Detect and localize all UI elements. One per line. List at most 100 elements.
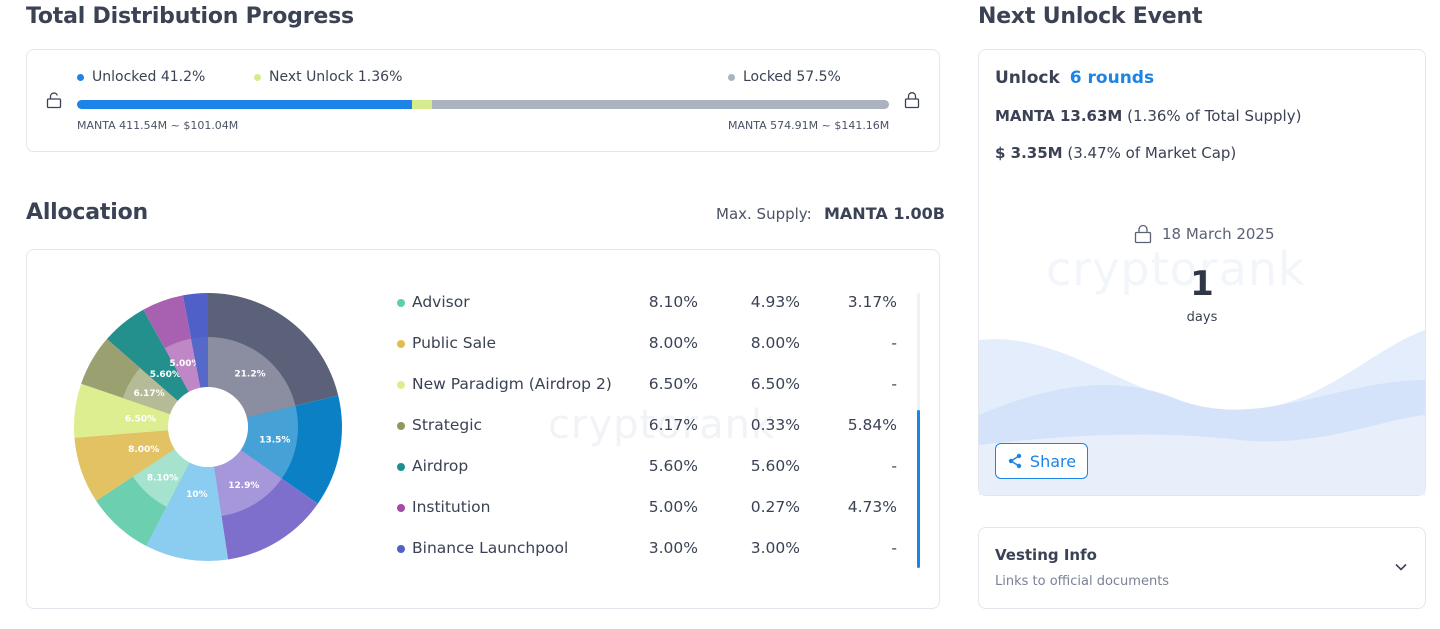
allocation-title: Allocation (26, 200, 148, 225)
allocation-row[interactable]: Airdrop 5.60% 5.60% - (395, 456, 915, 478)
rounds-link[interactable]: 6 rounds (1069, 68, 1155, 88)
allocation-row-name: New Paradigm (Airdrop 2) (412, 375, 612, 393)
unlock-token-value: MANTA 13.63M (995, 107, 1123, 125)
unlock-usd-share: (3.47% of Market Cap) (1067, 144, 1237, 162)
allocation-row-name: Strategic (412, 416, 483, 434)
pie-slice-inner (118, 397, 171, 435)
unlock-date: 18 March 2025 (1133, 224, 1275, 244)
allocation-row-dot (397, 463, 405, 471)
locked-amount: MANTA 574.91M ~ $141.16M (728, 119, 890, 132)
allocation-row-name: Airdrop (412, 457, 469, 475)
share-icon (1008, 453, 1022, 469)
allocation-row-name: Advisor (412, 293, 470, 311)
allocation-scrollbar-thumb[interactable] (917, 410, 920, 568)
vesting-info-card[interactable] (978, 527, 1426, 609)
pie-slice-label: 5.00% (169, 359, 200, 369)
pie-slice-label: 8.00% (128, 445, 159, 455)
allocation-row-dot (397, 340, 405, 348)
legend-next-label: Next Unlock 1.36% (269, 69, 403, 85)
allocation-row-unlocked: 4.93% (750, 293, 800, 311)
unlock-usd-value: $ 3.35M (995, 144, 1063, 162)
pie-slice-inner (240, 405, 298, 479)
allocation-row-unlocked: 8.00% (750, 334, 800, 352)
pie-slice-inner (164, 338, 201, 392)
progress-title: Total Distribution Progress (26, 4, 354, 29)
progress-bar-unlocked (77, 100, 412, 109)
allocation-row-dot (397, 504, 405, 512)
unlocked-lock-icon (46, 92, 62, 109)
allocation-row-locked: - (891, 375, 897, 393)
allocation-row-unlocked: 0.33% (750, 416, 800, 434)
allocation-row-name: Public Sale (412, 334, 496, 352)
allocation-row-total: 6.17% (648, 416, 698, 434)
lock-icon (1134, 224, 1152, 244)
allocation-row-total: 5.00% (648, 498, 698, 516)
allocation-row-unlocked: 3.00% (750, 539, 800, 557)
pie-slice-inner (213, 449, 282, 516)
allocation-row-locked: 3.17% (847, 293, 897, 311)
pie-slice-label: 6.17% (133, 389, 164, 399)
unlock-usd-amount: $ 3.35M (3.47% of Market Cap) (995, 144, 1236, 162)
allocation-row-locked: - (891, 334, 897, 352)
allocation-row[interactable]: Advisor 8.10% 4.93% 3.17% (395, 292, 915, 314)
legend-unlocked: Unlocked 41.2% (77, 69, 205, 85)
allocation-row-total: 8.10% (648, 293, 698, 311)
legend-next-unlock: Next Unlock 1.36% (254, 69, 402, 85)
distribution-progress-bar (77, 100, 889, 109)
pie-slice-label: 13.5% (259, 436, 290, 446)
allocation-row-dot (397, 381, 405, 389)
legend-locked-dot (728, 73, 735, 81)
countdown-days-label: days (1186, 310, 1218, 325)
legend-locked: Locked 57.5% (728, 69, 841, 85)
unlock-title: Next Unlock Event (978, 4, 1203, 29)
locked-lock-icon (904, 92, 920, 109)
allocation-row[interactable]: Institution 5.00% 0.27% 4.73% (395, 497, 915, 519)
allocation-row-locked: 4.73% (847, 498, 897, 516)
allocation-row[interactable]: New Paradigm (Airdrop 2) 6.50% 6.50% - (395, 374, 915, 396)
chevron-down-icon[interactable] (1393, 560, 1409, 574)
allocation-row[interactable]: Binance Launchpool 3.00% 3.00% - (395, 538, 915, 560)
allocation-row-dot (397, 299, 405, 307)
pie-slice-label: 8.10% (147, 474, 178, 484)
legend-unlocked-label: Unlocked 41.2% (92, 69, 206, 85)
allocation-row[interactable]: Public Sale 8.00% 8.00% - (395, 333, 915, 355)
allocation-watermark: cryptorank (548, 402, 776, 448)
legend-locked-label: Locked 57.5% (743, 69, 841, 85)
allocation-row[interactable]: Strategic 6.17% 0.33% 5.84% (395, 415, 915, 437)
legend-unlocked-dot (77, 73, 84, 81)
progress-bar-locked (432, 100, 889, 109)
pie-slice-label: 10% (186, 490, 208, 500)
unlock-label: Unlock (995, 68, 1060, 88)
pie-slice-label: 6.50% (125, 415, 156, 425)
pie-center-hole (168, 387, 248, 467)
allocation-row-dot (397, 422, 405, 430)
pie-slice-label: 5.60% (150, 370, 181, 380)
vesting-info-subtitle: Links to official documents (995, 574, 1170, 589)
allocation-row-unlocked: 5.60% (750, 457, 800, 475)
legend-next-dot (254, 73, 261, 81)
unlock-token-amount: MANTA 13.63M (1.36% of Total Supply) (995, 107, 1301, 125)
unlock-rounds-row: Unlock 6 rounds (995, 68, 1154, 88)
pie-slice-inner (122, 367, 178, 415)
allocation-row-total: 3.00% (648, 539, 698, 557)
pie-slice-inner (208, 337, 296, 418)
allocation-row-locked: - (891, 539, 897, 557)
allocation-row-unlocked: 0.27% (750, 498, 800, 516)
allocation-row-total: 6.50% (648, 375, 698, 393)
countdown-days-number: 1 (1190, 264, 1214, 304)
allocation-row-dot (397, 545, 405, 553)
pie-slice-label: 21.2% (234, 370, 265, 380)
pie-slice-inner (166, 462, 222, 517)
share-button[interactable]: Share (995, 443, 1088, 479)
allocation-row-locked: - (891, 457, 897, 475)
pie-slice-inner (140, 348, 189, 401)
share-label: Share (1029, 451, 1077, 471)
max-supply-value: MANTA 1.00B (824, 204, 945, 223)
vesting-info-title: Vesting Info (995, 546, 1097, 564)
unlock-token-share: (1.36% of Total Supply) (1127, 107, 1302, 125)
pie-slice-inner (191, 337, 208, 388)
max-supply-label: Max. Supply: (716, 205, 812, 223)
allocation-row-name: Institution (412, 498, 491, 516)
pie-slice-label: 12.9% (228, 481, 259, 491)
progress-bar-next-unlock (411, 100, 433, 109)
